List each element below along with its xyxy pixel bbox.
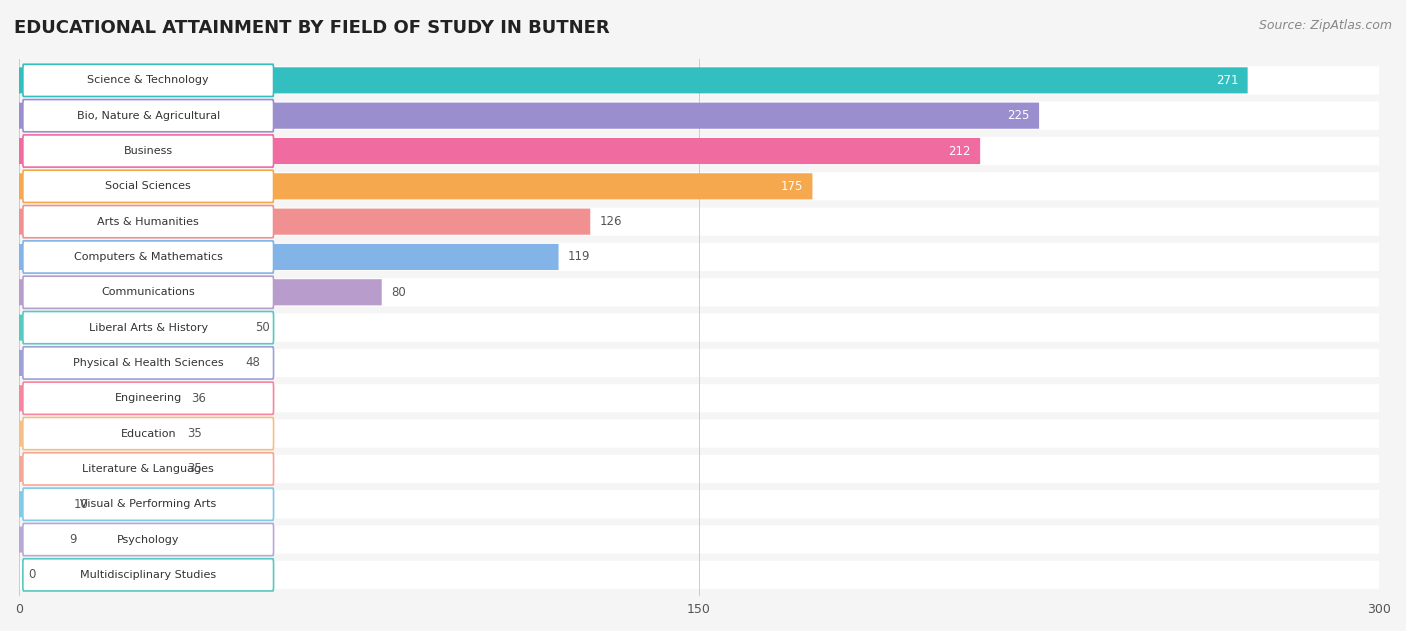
FancyBboxPatch shape <box>20 208 1379 236</box>
Text: 35: 35 <box>187 427 201 440</box>
FancyBboxPatch shape <box>20 66 1379 95</box>
Text: Bio, Nature & Agricultural: Bio, Nature & Agricultural <box>76 110 219 121</box>
Text: 225: 225 <box>1008 109 1031 122</box>
FancyBboxPatch shape <box>22 206 274 238</box>
FancyBboxPatch shape <box>22 276 274 309</box>
FancyBboxPatch shape <box>20 420 1379 448</box>
FancyBboxPatch shape <box>20 278 1379 307</box>
Text: Physical & Health Sciences: Physical & Health Sciences <box>73 358 224 368</box>
FancyBboxPatch shape <box>18 280 381 305</box>
Text: 271: 271 <box>1216 74 1239 87</box>
Text: Visual & Performing Arts: Visual & Performing Arts <box>80 499 217 509</box>
Text: Psychology: Psychology <box>117 534 180 545</box>
FancyBboxPatch shape <box>22 100 274 132</box>
FancyBboxPatch shape <box>20 172 1379 201</box>
Text: Business: Business <box>124 146 173 156</box>
FancyBboxPatch shape <box>20 455 1379 483</box>
FancyBboxPatch shape <box>18 526 60 553</box>
FancyBboxPatch shape <box>22 312 274 344</box>
Text: EDUCATIONAL ATTAINMENT BY FIELD OF STUDY IN BUTNER: EDUCATIONAL ATTAINMENT BY FIELD OF STUDY… <box>14 19 610 37</box>
Text: 36: 36 <box>191 392 207 404</box>
Text: Education: Education <box>121 428 176 439</box>
FancyBboxPatch shape <box>18 174 813 199</box>
FancyBboxPatch shape <box>18 209 591 235</box>
FancyBboxPatch shape <box>20 243 1379 271</box>
FancyBboxPatch shape <box>22 524 274 556</box>
FancyBboxPatch shape <box>22 559 274 591</box>
FancyBboxPatch shape <box>22 453 274 485</box>
FancyBboxPatch shape <box>20 349 1379 377</box>
Text: 9: 9 <box>69 533 76 546</box>
Text: Literature & Languages: Literature & Languages <box>83 464 214 474</box>
Text: 35: 35 <box>187 463 201 475</box>
Text: 126: 126 <box>599 215 621 228</box>
FancyBboxPatch shape <box>18 138 980 164</box>
FancyBboxPatch shape <box>18 103 1039 129</box>
FancyBboxPatch shape <box>22 382 274 415</box>
FancyBboxPatch shape <box>18 491 65 517</box>
FancyBboxPatch shape <box>20 314 1379 342</box>
Text: 50: 50 <box>254 321 270 334</box>
Text: Arts & Humanities: Arts & Humanities <box>97 216 200 227</box>
FancyBboxPatch shape <box>20 384 1379 413</box>
Text: 212: 212 <box>949 144 972 158</box>
Text: 10: 10 <box>73 498 89 510</box>
Text: Multidisciplinary Studies: Multidisciplinary Studies <box>80 570 217 580</box>
FancyBboxPatch shape <box>22 347 274 379</box>
Text: Source: ZipAtlas.com: Source: ZipAtlas.com <box>1258 19 1392 32</box>
FancyBboxPatch shape <box>22 64 274 97</box>
Text: 175: 175 <box>780 180 803 193</box>
Text: Communications: Communications <box>101 287 195 297</box>
FancyBboxPatch shape <box>22 418 274 450</box>
FancyBboxPatch shape <box>18 314 246 341</box>
FancyBboxPatch shape <box>18 350 236 376</box>
FancyBboxPatch shape <box>20 102 1379 130</box>
FancyBboxPatch shape <box>22 488 274 521</box>
FancyBboxPatch shape <box>22 135 274 167</box>
FancyBboxPatch shape <box>20 561 1379 589</box>
Text: Computers & Mathematics: Computers & Mathematics <box>73 252 222 262</box>
Text: Social Sciences: Social Sciences <box>105 181 191 191</box>
FancyBboxPatch shape <box>20 137 1379 165</box>
Text: Science & Technology: Science & Technology <box>87 75 209 85</box>
Text: 0: 0 <box>28 569 35 581</box>
FancyBboxPatch shape <box>22 170 274 203</box>
FancyBboxPatch shape <box>18 244 558 270</box>
Text: Liberal Arts & History: Liberal Arts & History <box>89 322 208 333</box>
Text: 48: 48 <box>246 357 260 369</box>
FancyBboxPatch shape <box>22 241 274 273</box>
Text: 80: 80 <box>391 286 405 299</box>
FancyBboxPatch shape <box>20 526 1379 553</box>
FancyBboxPatch shape <box>18 420 177 447</box>
Text: Engineering: Engineering <box>114 393 181 403</box>
FancyBboxPatch shape <box>18 385 183 411</box>
Text: 119: 119 <box>568 251 591 264</box>
FancyBboxPatch shape <box>20 490 1379 518</box>
FancyBboxPatch shape <box>18 456 177 482</box>
FancyBboxPatch shape <box>18 68 1247 93</box>
